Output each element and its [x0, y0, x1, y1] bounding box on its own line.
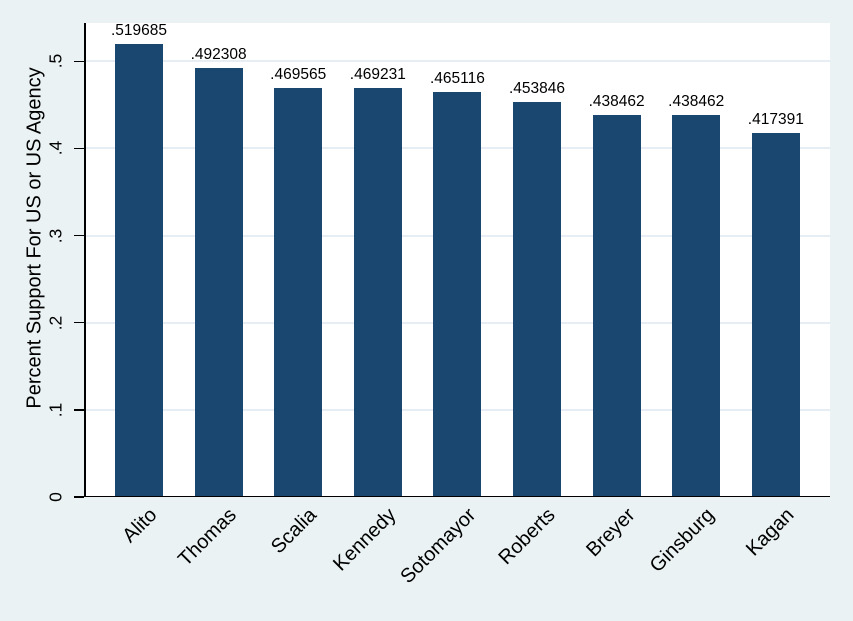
bar — [353, 88, 402, 497]
plot-area: .519685 .492308 .469565 .469231 .465116 .4538… — [84, 22, 830, 497]
x-tick-label: Roberts — [494, 504, 560, 570]
x-tick-label: Alito — [118, 504, 162, 548]
gridline — [84, 60, 830, 63]
y-tick-label: .4 — [45, 141, 66, 156]
y-axis-line — [84, 23, 86, 497]
bar — [592, 114, 641, 497]
bar-value-label: .492308 — [190, 46, 247, 64]
x-tick-label: Sotomayor — [396, 504, 480, 588]
y-tick — [74, 60, 84, 63]
y-tick — [74, 496, 84, 498]
bar-value-label: .469231 — [349, 66, 406, 84]
y-tick-label: .3 — [45, 228, 66, 243]
x-tick-label: Ginsburg — [645, 504, 719, 577]
bar — [115, 44, 163, 497]
x-tick-label: Kagan — [741, 504, 799, 561]
x-tick-label: Thomas — [174, 504, 242, 571]
bar-value-label: .519685 — [110, 22, 168, 40]
bar — [513, 101, 561, 497]
y-tick-label: .1 — [45, 402, 66, 418]
bar-value-label: .438462 — [668, 92, 725, 110]
bar — [274, 87, 323, 497]
y-tick — [74, 321, 84, 324]
y-tick-label: .5 — [45, 54, 66, 69]
x-tick-label: Scalia — [266, 504, 321, 559]
bar-value-label: .469565 — [270, 65, 327, 83]
bar-value-label: .438462 — [588, 92, 645, 110]
bar-value-label: .417391 — [747, 111, 804, 129]
bar — [751, 133, 800, 497]
bar — [672, 114, 721, 497]
x-tick-label: Breyer — [581, 504, 640, 562]
x-axis-line — [84, 495, 830, 497]
y-tick-label: .2 — [45, 315, 66, 331]
y-tick-label: 0 — [45, 492, 66, 502]
bar — [433, 91, 482, 497]
x-tick-label: Kennedy — [328, 504, 401, 576]
bar-value-label: .453846 — [508, 79, 566, 97]
bar-value-label: .465116 — [429, 69, 485, 87]
bar — [194, 68, 243, 497]
y-tick — [74, 147, 84, 150]
y-axis-title: Percent Support For US or US Agency — [23, 67, 46, 409]
y-tick — [74, 234, 84, 237]
y-tick — [74, 409, 84, 411]
